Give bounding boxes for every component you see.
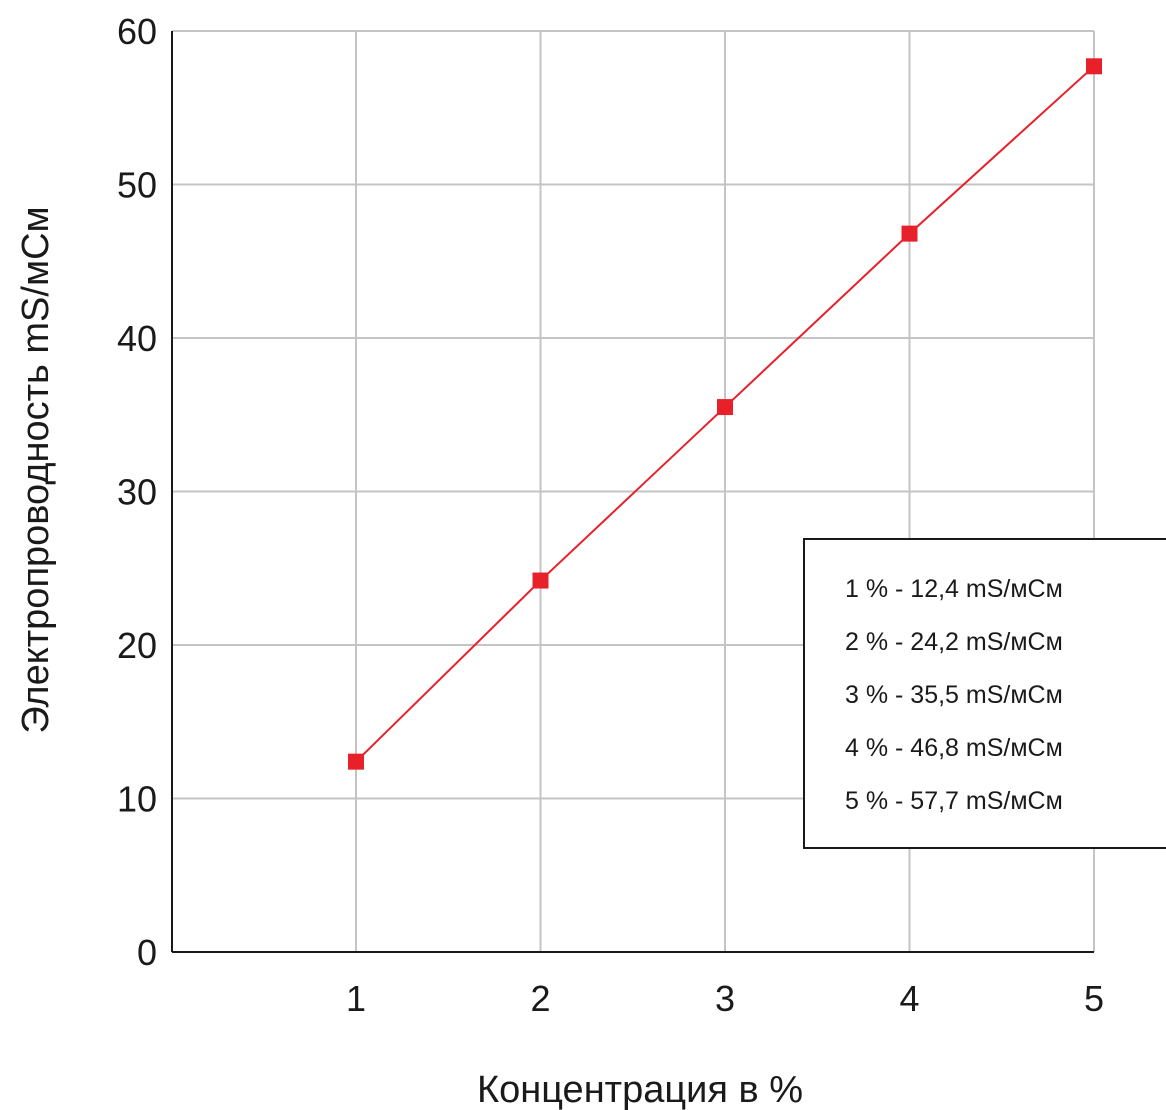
annotation-line: 2 % - 24,2 mS/мСм xyxy=(845,628,1063,656)
annotation-box: 1 % - 12,4 mS/мСм 2 % - 24,2 mS/мСм 3 % … xyxy=(803,538,1166,849)
annotation-line: 5 % - 57,7 mS/мСм xyxy=(845,787,1063,815)
y-tick-labels: 0 10 20 30 40 50 60 xyxy=(117,11,157,973)
y-tick-label: 40 xyxy=(117,318,157,359)
annotation-line: 3 % - 35,5 mS/мСм xyxy=(845,681,1063,709)
y-tick-label: 0 xyxy=(137,932,157,973)
y-tick-label: 30 xyxy=(117,472,157,513)
x-tick-label: 3 xyxy=(715,978,735,1019)
y-axis-title: Электропроводность mS/мСм xyxy=(15,206,57,733)
y-tick-label: 10 xyxy=(117,779,157,820)
annotation-box-frame xyxy=(803,538,1166,849)
y-tick-label: 60 xyxy=(117,11,157,52)
x-tick-label: 4 xyxy=(899,978,919,1019)
x-tick-label: 2 xyxy=(530,978,550,1019)
y-tick-label: 20 xyxy=(117,625,157,666)
data-point-marker xyxy=(348,753,364,770)
x-tick-label: 1 xyxy=(346,978,366,1019)
data-point-marker xyxy=(1086,58,1102,75)
axes xyxy=(171,31,1094,953)
data-point-marker xyxy=(532,572,549,589)
data-point-marker xyxy=(901,225,918,242)
x-tick-label: 5 xyxy=(1084,978,1104,1019)
y-tick-label: 50 xyxy=(117,165,157,206)
annotation-line: 4 % - 46,8 mS/мСм xyxy=(845,734,1063,762)
x-axis-title: Концентрация в % xyxy=(477,1069,803,1110)
data-point-marker xyxy=(717,399,733,416)
annotation-line: 1 % - 12,4 mS/мСм xyxy=(845,575,1063,603)
series-group xyxy=(348,58,1102,770)
x-tick-labels: 1 2 3 4 5 xyxy=(346,978,1104,1019)
